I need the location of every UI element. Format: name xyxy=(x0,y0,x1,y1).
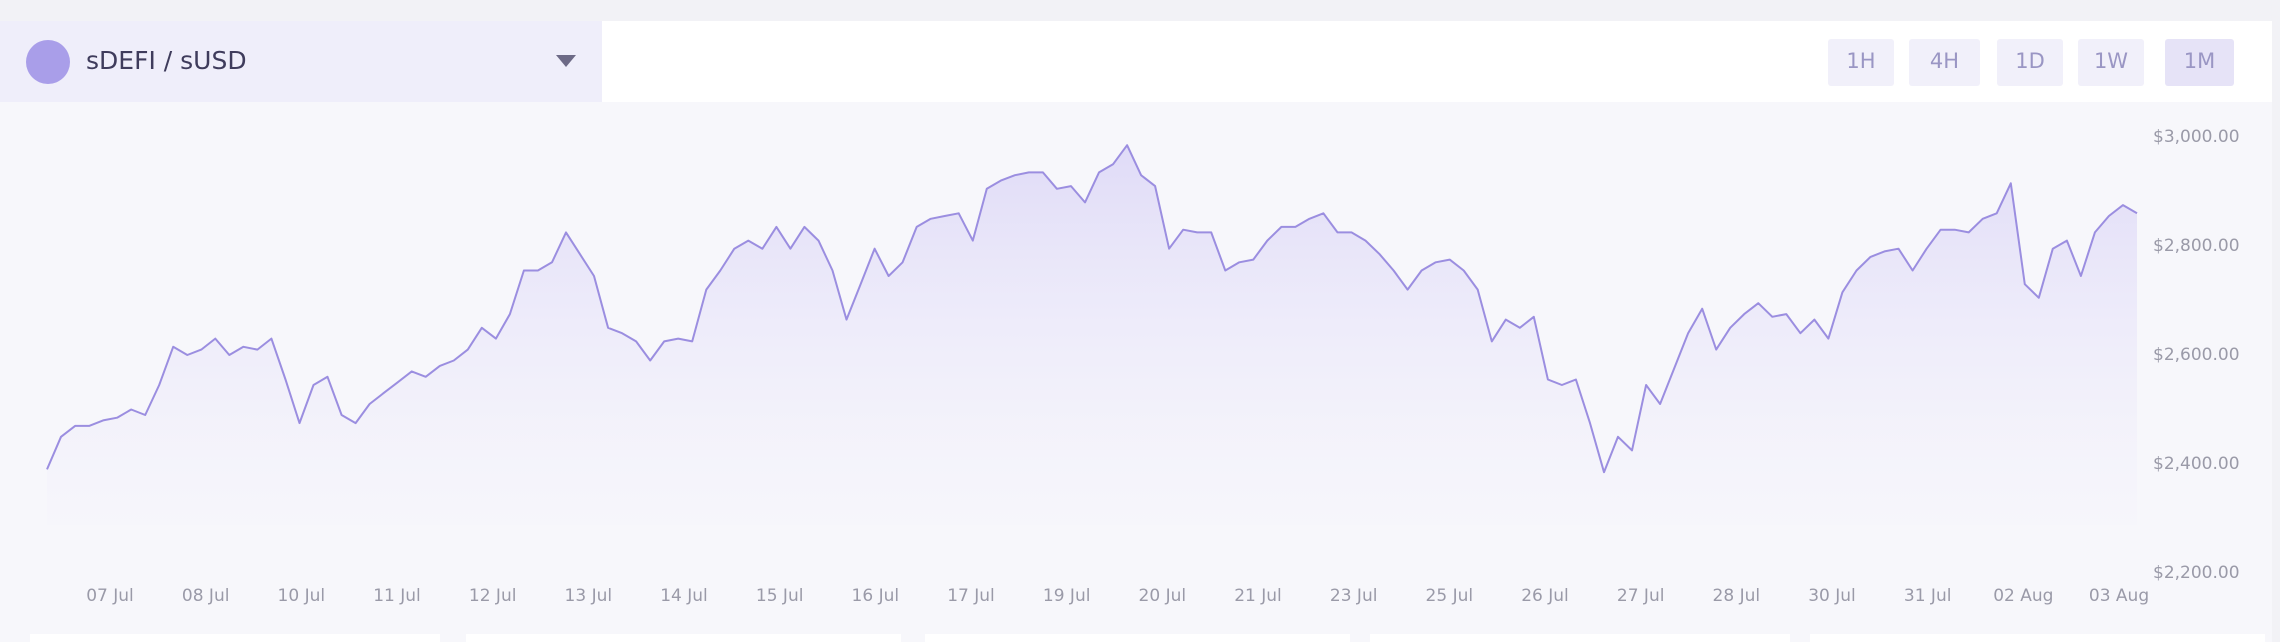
x-tick-label: 25 Jul xyxy=(1426,586,1474,606)
timeframe-button[interactable]: 1W xyxy=(2078,39,2144,86)
pair-label: sDEFI / sUSD xyxy=(86,46,247,75)
x-tick-label: 03 Aug xyxy=(2089,586,2149,606)
x-tick-label: 27 Jul xyxy=(1617,586,1665,606)
x-tick-label: 16 Jul xyxy=(852,586,900,606)
toolbar xyxy=(602,21,2272,102)
timeframe-button[interactable]: 1D xyxy=(1997,39,2063,86)
token-icon xyxy=(26,40,70,84)
x-tick-label: 07 Jul xyxy=(86,586,134,606)
x-tick-label: 31 Jul xyxy=(1904,586,1952,606)
button-label[interactable]: 1W xyxy=(2094,49,2128,73)
y-tick-label: $2,400.00 xyxy=(2153,454,2240,474)
x-tick-label: 23 Jul xyxy=(1330,586,1378,606)
button-label[interactable]: 1M xyxy=(2184,49,2215,73)
button-bg[interactable] xyxy=(2078,39,2144,86)
tab xyxy=(466,634,901,642)
timeframe-button[interactable]: 4H xyxy=(1909,39,1980,86)
plot: $3,000.00 $2,800.00 $2,600.00 $2,400.00 $2,2… xyxy=(46,127,2240,606)
tab xyxy=(30,634,440,642)
x-tick-label: 02 Aug xyxy=(1993,586,2053,606)
y-tick-label: $3,000.00 xyxy=(2153,127,2240,147)
tab xyxy=(925,634,1350,642)
button-label[interactable]: 4H xyxy=(1930,49,1959,73)
y-tick-label: $2,200.00 xyxy=(2153,563,2240,583)
dropdown-arrow[interactable] xyxy=(556,55,576,67)
x-tick-label: 28 Jul xyxy=(1713,586,1761,606)
x-tick-label: 30 Jul xyxy=(1808,586,1856,606)
x-tick-label: 19 Jul xyxy=(1043,586,1091,606)
x-tick-label: 13 Jul xyxy=(565,586,613,606)
price-line xyxy=(46,144,2138,474)
x-tick-label: 14 Jul xyxy=(660,586,708,606)
pair-selector[interactable] xyxy=(0,21,602,102)
x-tick-label: 11 Jul xyxy=(373,586,421,606)
timeframe-button[interactable]: 1M xyxy=(2165,39,2234,86)
button-label[interactable]: 1H xyxy=(1846,49,1875,73)
button-bg[interactable] xyxy=(1997,39,2063,86)
timeframe-buttons: 1H 4H 1D 1W 1M xyxy=(1828,39,2234,86)
button-bg[interactable] xyxy=(1828,39,1894,86)
button-bg[interactable] xyxy=(1909,39,1980,86)
area xyxy=(47,145,2137,525)
y-tick-label: $2,800.00 xyxy=(2153,236,2240,256)
x-tick-label: 17 Jul xyxy=(947,586,995,606)
x-tick-label: 08 Jul xyxy=(182,586,230,606)
x-tick-label: 12 Jul xyxy=(469,586,517,606)
button-label[interactable]: 1D xyxy=(2015,49,2045,73)
x-tick-label: 21 Jul xyxy=(1234,586,1282,606)
y-tick-label: $2,600.00 xyxy=(2153,345,2240,365)
x-tick-label: 20 Jul xyxy=(1139,586,1187,606)
timeframe-button[interactable]: 1H xyxy=(1828,39,1894,86)
button-bg[interactable] xyxy=(2165,39,2234,86)
x-tick-label: 26 Jul xyxy=(1521,586,1569,606)
tab xyxy=(1370,634,1790,642)
tab xyxy=(1810,634,2265,642)
x-tick-label: 15 Jul xyxy=(756,586,804,606)
x-tick-label: 10 Jul xyxy=(278,586,326,606)
